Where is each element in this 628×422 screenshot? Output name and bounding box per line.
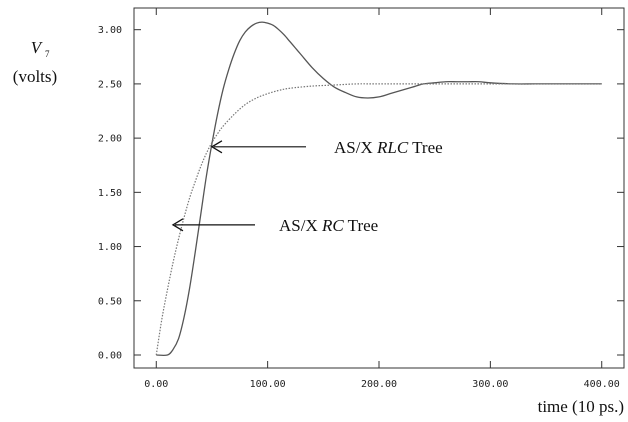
axes	[133, 7, 625, 369]
annotation-label: AS/X RC Tree	[279, 216, 378, 235]
x-tick-label: 300.00	[472, 379, 508, 390]
annotation-label: AS/X RLC Tree	[334, 138, 443, 157]
y-tick-label: 0.50	[98, 296, 122, 307]
annotation-arrow-head	[210, 140, 223, 154]
x-tick-label: 400.00	[584, 379, 620, 390]
annotation-arrow-head	[171, 218, 184, 232]
y-tick-label: 1.00	[98, 242, 122, 253]
annotations: AS/X RLC Tree AS/X RC Tree	[171, 138, 443, 235]
plot-frame	[133, 7, 625, 369]
series-group	[155, 21, 602, 357]
series-line-rc-tree	[155, 83, 602, 356]
x-tick-label: 100.00	[250, 379, 286, 390]
ticks: 0.00 0.50 1.00 1.50 2.00 2.50 3.00 0.00 100.00 20…	[98, 8, 624, 390]
y-tick-label: 1.50	[98, 188, 122, 199]
y-axis-symbol: V	[31, 38, 44, 57]
annotation-rlc: AS/X RLC Tree	[210, 138, 443, 157]
x-axis-label: time (10 ps.)	[538, 397, 624, 416]
y-tick-label: 2.00	[98, 134, 122, 145]
x-tick-label: 200.00	[361, 379, 397, 390]
y-axis-label: V 7 (volts)	[13, 38, 57, 86]
y-tick-label: 2.50	[98, 79, 122, 90]
series-line-rlc-tree	[156, 21, 602, 357]
y-axis-unit: (volts)	[13, 67, 57, 86]
y-tick-label: 0.00	[98, 350, 122, 361]
annotation-rc: AS/X RC Tree	[171, 216, 378, 235]
y-axis-subscript: 7	[45, 49, 50, 59]
y-tick-label: 3.00	[98, 25, 122, 36]
x-tick-label: 0.00	[144, 379, 168, 390]
